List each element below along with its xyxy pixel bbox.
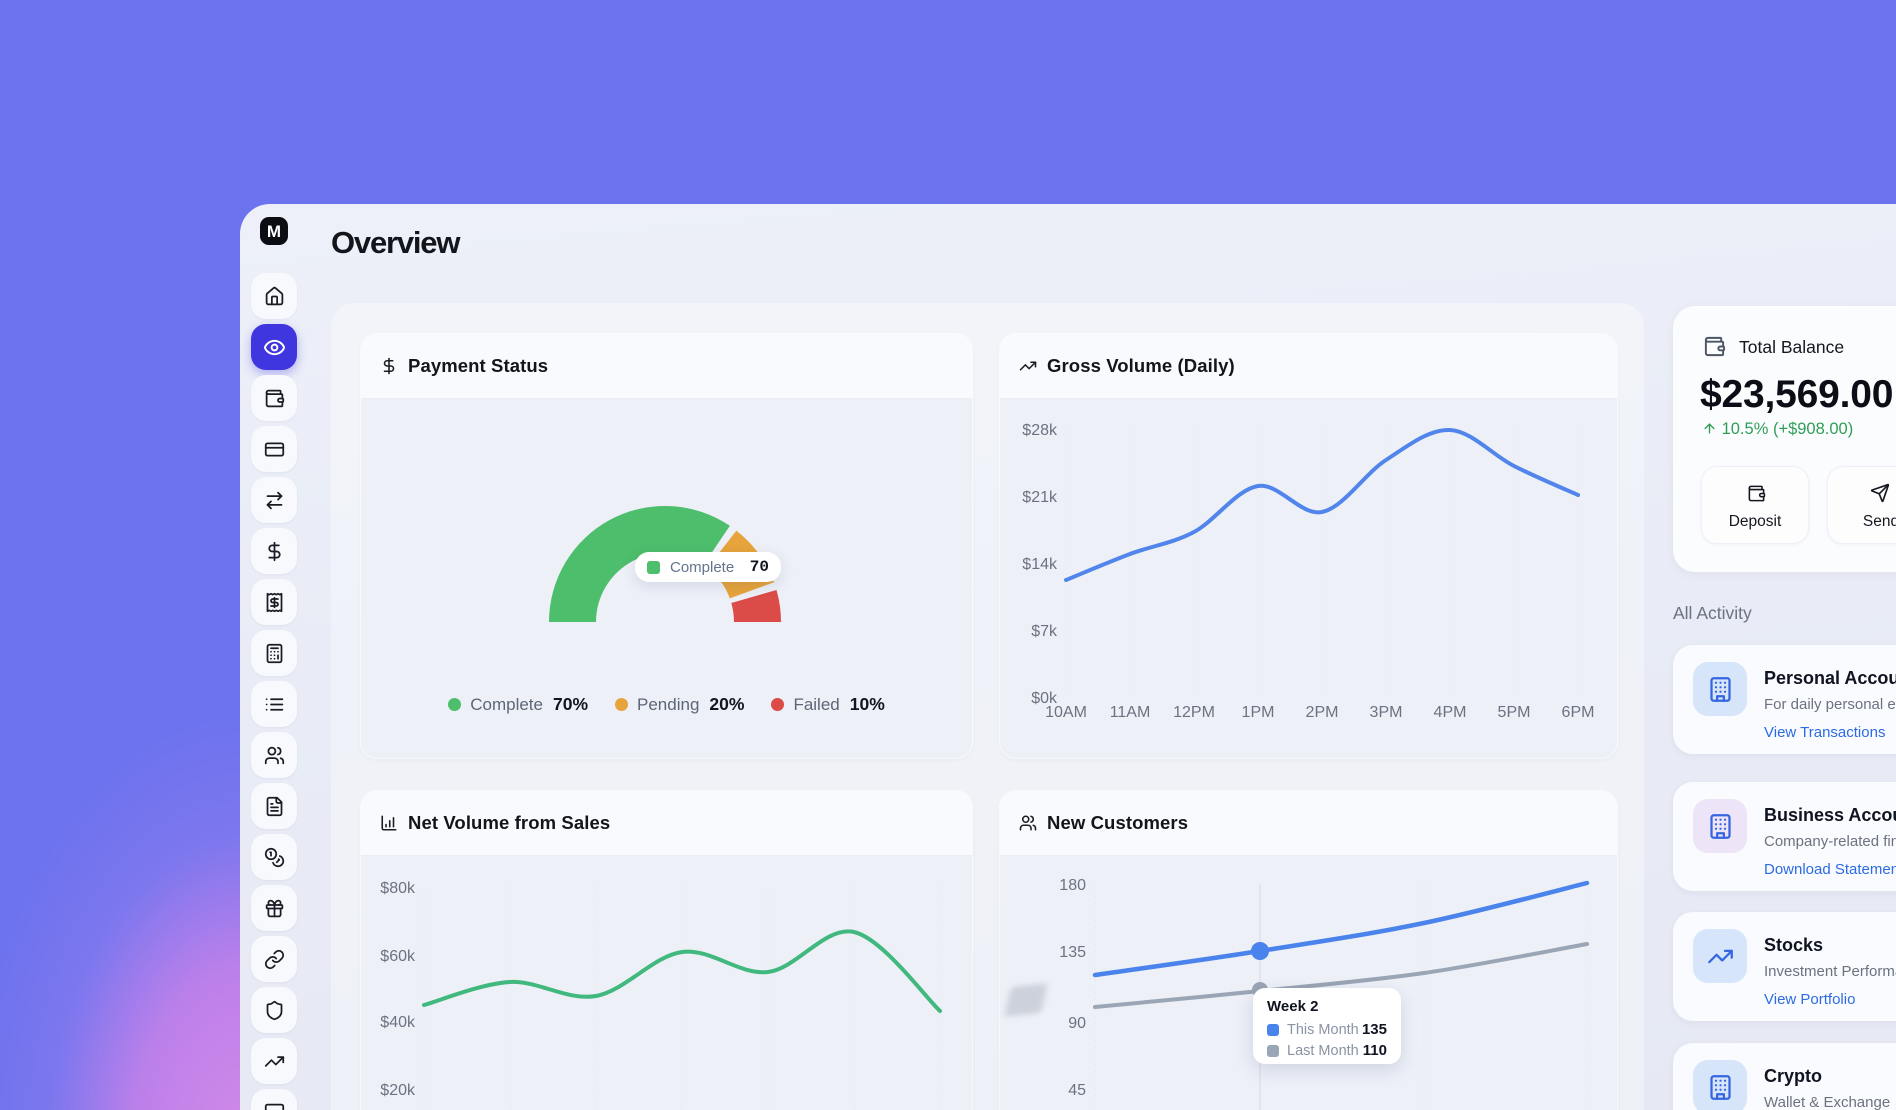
svg-text:5PM: 5PM (1498, 704, 1531, 721)
svg-text:11AM: 11AM (1110, 704, 1151, 721)
svg-text:$14k: $14k (1022, 556, 1058, 573)
svg-text:45: 45 (1068, 1082, 1086, 1099)
svg-text:3PM: 3PM (1370, 704, 1403, 721)
svg-text:12PM: 12PM (1173, 704, 1215, 721)
svg-text:135: 135 (1059, 944, 1086, 961)
svg-text:$0k: $0k (1031, 690, 1058, 707)
svg-text:10AM: 10AM (1045, 704, 1087, 721)
svg-text:$40k: $40k (380, 1014, 416, 1031)
svg-text:$28k: $28k (1022, 422, 1058, 439)
svg-text:$21k: $21k (1022, 489, 1058, 506)
svg-text:180: 180 (1059, 877, 1086, 894)
svg-text:$60k: $60k (380, 948, 416, 965)
svg-text:4PM: 4PM (1434, 704, 1467, 721)
svg-text:2PM: 2PM (1306, 704, 1339, 721)
svg-text:1PM: 1PM (1242, 704, 1275, 721)
svg-text:$20k: $20k (380, 1082, 416, 1099)
svg-text:6PM: 6PM (1562, 704, 1595, 721)
svg-text:90: 90 (1068, 1015, 1086, 1032)
svg-text:$80k: $80k (380, 880, 416, 897)
svg-text:$7k: $7k (1031, 623, 1058, 640)
